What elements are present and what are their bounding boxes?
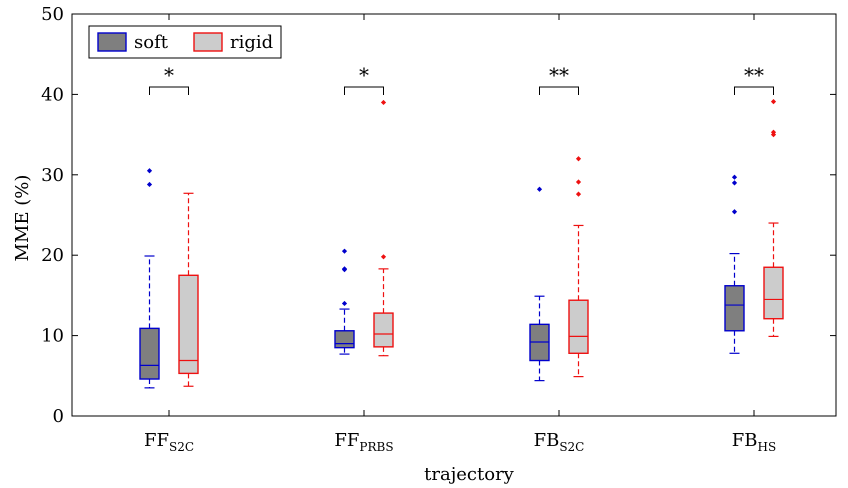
x-tick-label: FBHS [732, 430, 776, 454]
x-tick-label: FFS2C [144, 430, 194, 454]
legend-swatch-rigid [193, 32, 223, 52]
rigid-box-1 [178, 192, 199, 387]
outlier-point [575, 179, 582, 185]
significance-bracket [539, 86, 579, 95]
iqr-box [724, 285, 745, 332]
outlier-point [731, 174, 738, 180]
outlier-point [341, 300, 348, 307]
outlier-point [770, 99, 777, 105]
y-tick-label: 40 [41, 84, 64, 105]
outlier-point [731, 180, 738, 186]
outlier-point [731, 209, 738, 215]
outlier-point [575, 191, 582, 197]
iqr-box [139, 327, 160, 380]
significance-label: * [359, 63, 369, 87]
iqr-box [373, 312, 394, 348]
outlier-point [575, 156, 582, 162]
box-series-group [139, 99, 784, 389]
legend-label-soft: soft [134, 32, 169, 53]
y-tick-label: 20 [41, 245, 64, 266]
iqr-box [334, 330, 355, 349]
significance-label: * [164, 63, 174, 87]
outlier-point [380, 99, 387, 106]
rigid-box-4 [763, 99, 784, 338]
rigid-box-2 [373, 99, 394, 357]
legend: soft rigid [88, 25, 282, 59]
significance-markers: * * ** ** [149, 63, 774, 95]
outlier-point [380, 254, 387, 260]
y-tick-label: 50 [41, 4, 64, 25]
iqr-box [568, 299, 589, 354]
significance-bracket [344, 86, 384, 95]
x-tick-label: FBS2C [534, 430, 585, 454]
soft-box-4 [724, 174, 745, 354]
y-axis-label: MME (%) [12, 175, 33, 262]
legend-swatch-soft [97, 32, 127, 52]
soft-box-1 [139, 168, 160, 389]
y-tick-label: 0 [53, 406, 64, 427]
x-axis-label: trajectory [424, 464, 515, 485]
y-tick-label: 30 [41, 165, 64, 186]
y-tick-label: 10 [41, 326, 64, 347]
outlier-point [341, 266, 348, 272]
significance-bracket [734, 86, 774, 95]
plot-frame [71, 13, 837, 417]
rigid-box-3 [568, 156, 589, 378]
outlier-point [770, 129, 777, 135]
x-tick-label: FFPRBS [334, 430, 393, 454]
outlier-point [341, 248, 348, 254]
legend-label-rigid: rigid [230, 32, 273, 53]
x-axis: FFS2C FFPRBS FBS2C FBHS [144, 14, 776, 454]
outlier-point [146, 168, 153, 174]
significance-bracket [149, 86, 189, 95]
y-axis: 0 10 20 30 40 50 [41, 4, 836, 427]
iqr-box [178, 274, 199, 375]
soft-box-2 [334, 248, 355, 355]
significance-label: ** [549, 63, 569, 87]
outlier-point [146, 181, 153, 188]
soft-box-3 [529, 186, 550, 382]
outlier-point [536, 186, 543, 192]
iqr-box [763, 266, 784, 320]
significance-label: ** [744, 63, 764, 87]
